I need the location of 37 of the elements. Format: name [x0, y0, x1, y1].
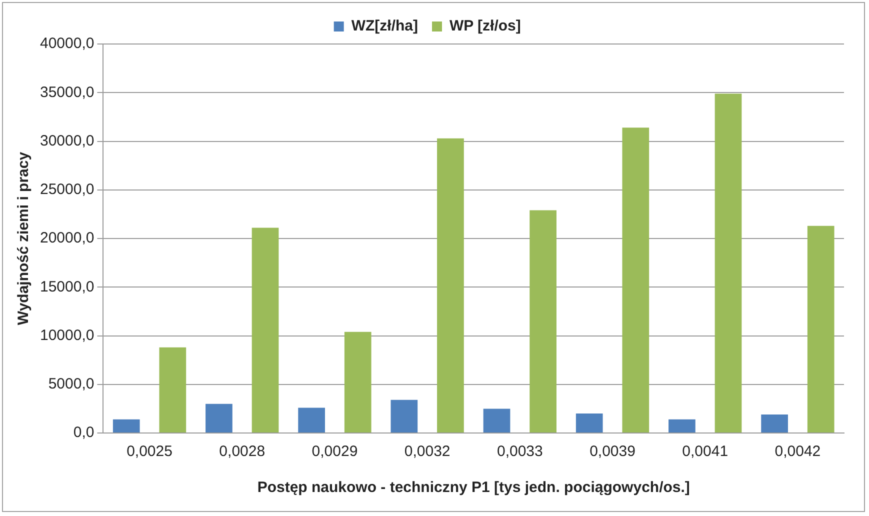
bar — [298, 408, 325, 432]
bar — [159, 347, 186, 432]
y-tick-label: 35000,0 — [40, 84, 94, 101]
x-tick-label: 0,0032 — [404, 443, 450, 460]
bar — [576, 414, 603, 432]
bar — [761, 414, 788, 432]
x-tick-label: 0,0041 — [682, 443, 728, 460]
y-tick-label: 10000,0 — [40, 326, 94, 344]
y-tick-label: 20000,0 — [40, 230, 94, 247]
bar — [714, 94, 742, 432]
y-tick-label: 25000,0 — [40, 181, 94, 198]
y-tick-label: 5000,0 — [48, 376, 94, 393]
y-tick-label: 0,0 — [73, 424, 94, 442]
bar — [437, 138, 464, 432]
legend-label: WZ[zł/ha] — [351, 18, 418, 35]
bar — [206, 404, 232, 432]
bar — [252, 228, 279, 432]
y-tick-label: 30000,0 — [40, 132, 94, 150]
bar — [668, 419, 696, 432]
bar — [112, 419, 140, 432]
legend-label: WP [zł/os] — [449, 18, 521, 35]
x-tick-label: 0,0042 — [774, 443, 821, 460]
bar — [807, 226, 834, 432]
bar — [483, 408, 510, 432]
bar — [622, 128, 650, 432]
x-axis-title: Postęp naukowo - techniczny P1 [tys jedn. pociągowych/os.] — [257, 479, 690, 496]
x-tick-label: 0,0025 — [126, 443, 172, 460]
x-tick-label: 0,0033 — [496, 443, 543, 460]
x-tick-label: 0,0029 — [312, 443, 358, 460]
bar — [390, 400, 418, 432]
bar — [344, 332, 372, 432]
y-tick-label: 40000,0 — [40, 35, 94, 52]
x-tick-label: 0,0039 — [590, 443, 636, 460]
bar — [530, 210, 556, 432]
x-tick-label: 0,0028 — [219, 443, 266, 460]
y-axis-title: Wydajność ziemi i pracy — [15, 151, 32, 326]
y-tick-label: 15000,0 — [40, 278, 94, 296]
